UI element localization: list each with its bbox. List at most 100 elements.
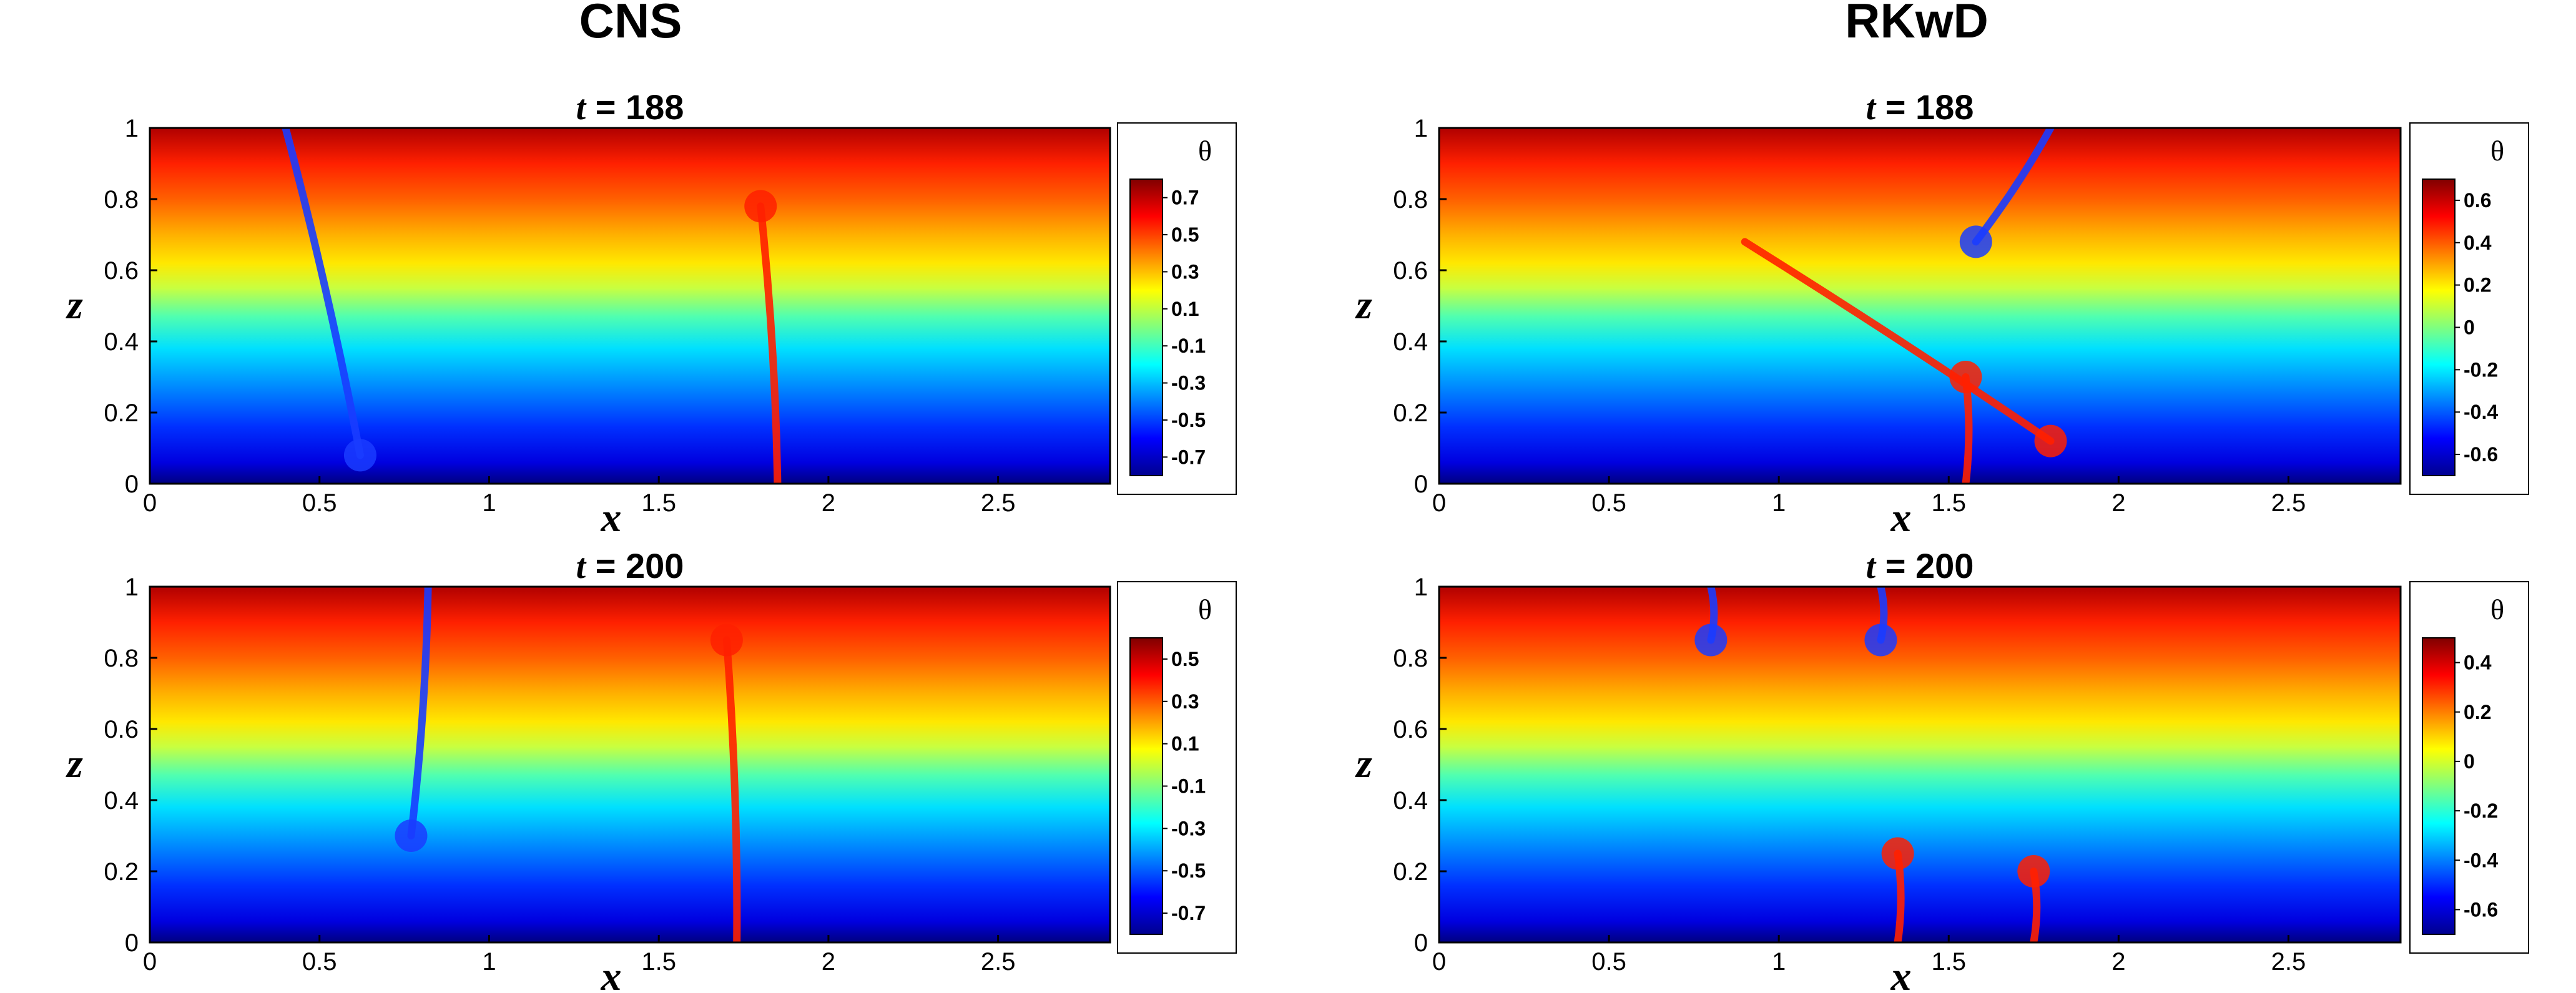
title-variable: t (1866, 89, 1877, 127)
colorbar-label: -0.3 (1171, 372, 1206, 394)
x-tick-label: 1.5 (1931, 948, 1966, 976)
x-tick-label: 2 (822, 489, 835, 517)
plot-title: t = 200 (1866, 546, 1974, 586)
plot-frame (1438, 585, 2402, 944)
cold-plume-1 (1972, 128, 2055, 246)
plume-layer (395, 587, 743, 942)
colorbar-label: -0.1 (1171, 775, 1206, 798)
colorbar-label: -0.4 (2464, 401, 2498, 423)
colorbar: θ 0.6 0.4 0.2 0 -0.2 -0.4 -0.6 (2409, 122, 2529, 495)
hot-plume-2 (722, 636, 741, 942)
plume-head-2 (710, 624, 743, 657)
cold-plume-1 (282, 128, 364, 459)
y-tick-label: 0 (125, 929, 139, 957)
plot-frame (149, 127, 1111, 485)
colorbar-label: 0.5 (1171, 223, 1199, 246)
colorbar-label: -0.2 (2464, 800, 2498, 822)
colorbar-label: 0.1 (1171, 298, 1199, 320)
y-tick-label: 0.4 (1393, 328, 1428, 356)
x-tick-label: 1 (1772, 489, 1786, 517)
y-tick-label: 1 (125, 115, 139, 142)
title-equals: = (1875, 87, 1915, 127)
y-tick-label: 0.8 (1393, 645, 1428, 672)
x-tick-label: 2.5 (981, 948, 1016, 976)
colorbar-label: -0.6 (2464, 898, 2498, 921)
title-value: 188 (1915, 87, 1974, 127)
heatmap-field (150, 128, 1110, 484)
y-tick-label: 0 (1414, 929, 1428, 957)
x-tick-label: 2.5 (2271, 489, 2306, 517)
plot-title: t = 188 (1866, 87, 1974, 127)
title-equals: = (586, 87, 626, 127)
x-axis-label: x (1890, 495, 1912, 541)
y-tick-label: 0.4 (104, 787, 139, 814)
colorbar-title: θ (2490, 594, 2504, 625)
x-tick-label: 0 (1432, 489, 1446, 517)
panel-1: t = 188 0 0.5 1 1.5 2 2.5 0 0.2 0.4 0.6 0.8 1 x z θ 0.7 0… (66, 87, 1237, 541)
colorbar: θ 0.7 0.5 0.3 0.1 -0.1 -0.3 -0.5 -0.7 (1117, 122, 1237, 495)
colorbar-label: 0.4 (2464, 652, 2492, 674)
title-variable: t (576, 89, 587, 127)
plot-frame (149, 585, 1111, 944)
y-tick-label: 1 (1414, 574, 1428, 601)
x-tick-label: 2 (822, 948, 835, 976)
y-tick-label: 0.2 (1393, 399, 1428, 427)
plume-layer (1694, 587, 2050, 942)
y-tick-label: 0.8 (1393, 186, 1428, 213)
y-tick-label: 0.6 (104, 716, 139, 743)
plume-head-1 (1694, 624, 1728, 657)
panel-3: t = 200 0 0.5 1 1.5 2 2.5 0 0.2 0.4 0.6 0.8 1 x z θ 0.5 0… (66, 546, 1237, 993)
colorbar-label: 0.2 (2464, 274, 2491, 296)
x-tick-label: 1 (482, 489, 496, 517)
x-tick-label: 1.5 (641, 948, 676, 976)
heatmap-field (1439, 587, 2401, 942)
colorbar-title: θ (1198, 135, 1212, 167)
title-variable: t (1866, 547, 1877, 586)
plume-head-2 (1864, 624, 1897, 657)
title-equals: = (1875, 546, 1915, 585)
colorbar: θ 0.4 0.2 0 -0.2 -0.4 -0.6 (2409, 581, 2529, 954)
y-tick-label: 0.2 (1393, 858, 1428, 886)
plume-head-3 (1881, 837, 1914, 870)
y-tick-label: 0.2 (104, 399, 139, 427)
title-value: 200 (1915, 546, 1974, 585)
plume-head-2 (744, 190, 777, 223)
hot-plume-2 (757, 202, 782, 484)
colorbar-title: θ (2490, 135, 2504, 167)
column-title-cns: CNS (579, 0, 682, 48)
y-axis-label: z (1355, 741, 1372, 786)
cold-plume-1 (407, 587, 432, 839)
colorbar-label: -0.7 (1171, 446, 1206, 468)
x-tick-label: 2.5 (981, 489, 1016, 517)
y-tick-label: 0.8 (104, 645, 139, 672)
plume-head-1 (1959, 225, 1992, 258)
title-value: 200 (626, 546, 684, 585)
plume-head-2 (2034, 424, 2067, 457)
heatmap-field (150, 587, 1110, 942)
colorbar-label: -0.5 (1171, 859, 1206, 882)
colorbar-label: -0.2 (2464, 358, 2498, 381)
plot-title: t = 200 (576, 546, 684, 586)
colorbar-label: -0.6 (2464, 443, 2498, 466)
x-tick-label: 0.5 (1591, 489, 1626, 517)
y-tick-label: 0 (1414, 471, 1428, 498)
x-tick-label: 1.5 (1931, 489, 1966, 517)
plume-layer (1741, 128, 2067, 484)
x-tick-label: 1 (1772, 948, 1786, 976)
plume-head-3 (1949, 361, 1982, 393)
colorbar-label: -0.1 (1171, 335, 1206, 357)
plume-head-1 (395, 819, 428, 852)
panel-4: t = 200 0 0.5 1 1.5 2 2.5 0 0.2 0.4 0.6 0.8 1 x z θ 0.4 0… (1355, 546, 2529, 993)
y-tick-label: 0.4 (104, 328, 139, 356)
y-tick-label: 0.6 (104, 257, 139, 285)
x-axis-label: x (601, 495, 622, 541)
colorbar-label: 0.6 (2464, 189, 2491, 212)
colorbar-label: 0.2 (2464, 701, 2491, 723)
plot-frame (1438, 127, 2402, 485)
title-equals: = (586, 546, 626, 585)
x-tick-label: 0.5 (1591, 948, 1626, 976)
y-tick-label: 0.8 (104, 186, 139, 213)
colorbar-label: 0.3 (1171, 260, 1199, 283)
x-tick-label: 2 (2111, 489, 2125, 517)
